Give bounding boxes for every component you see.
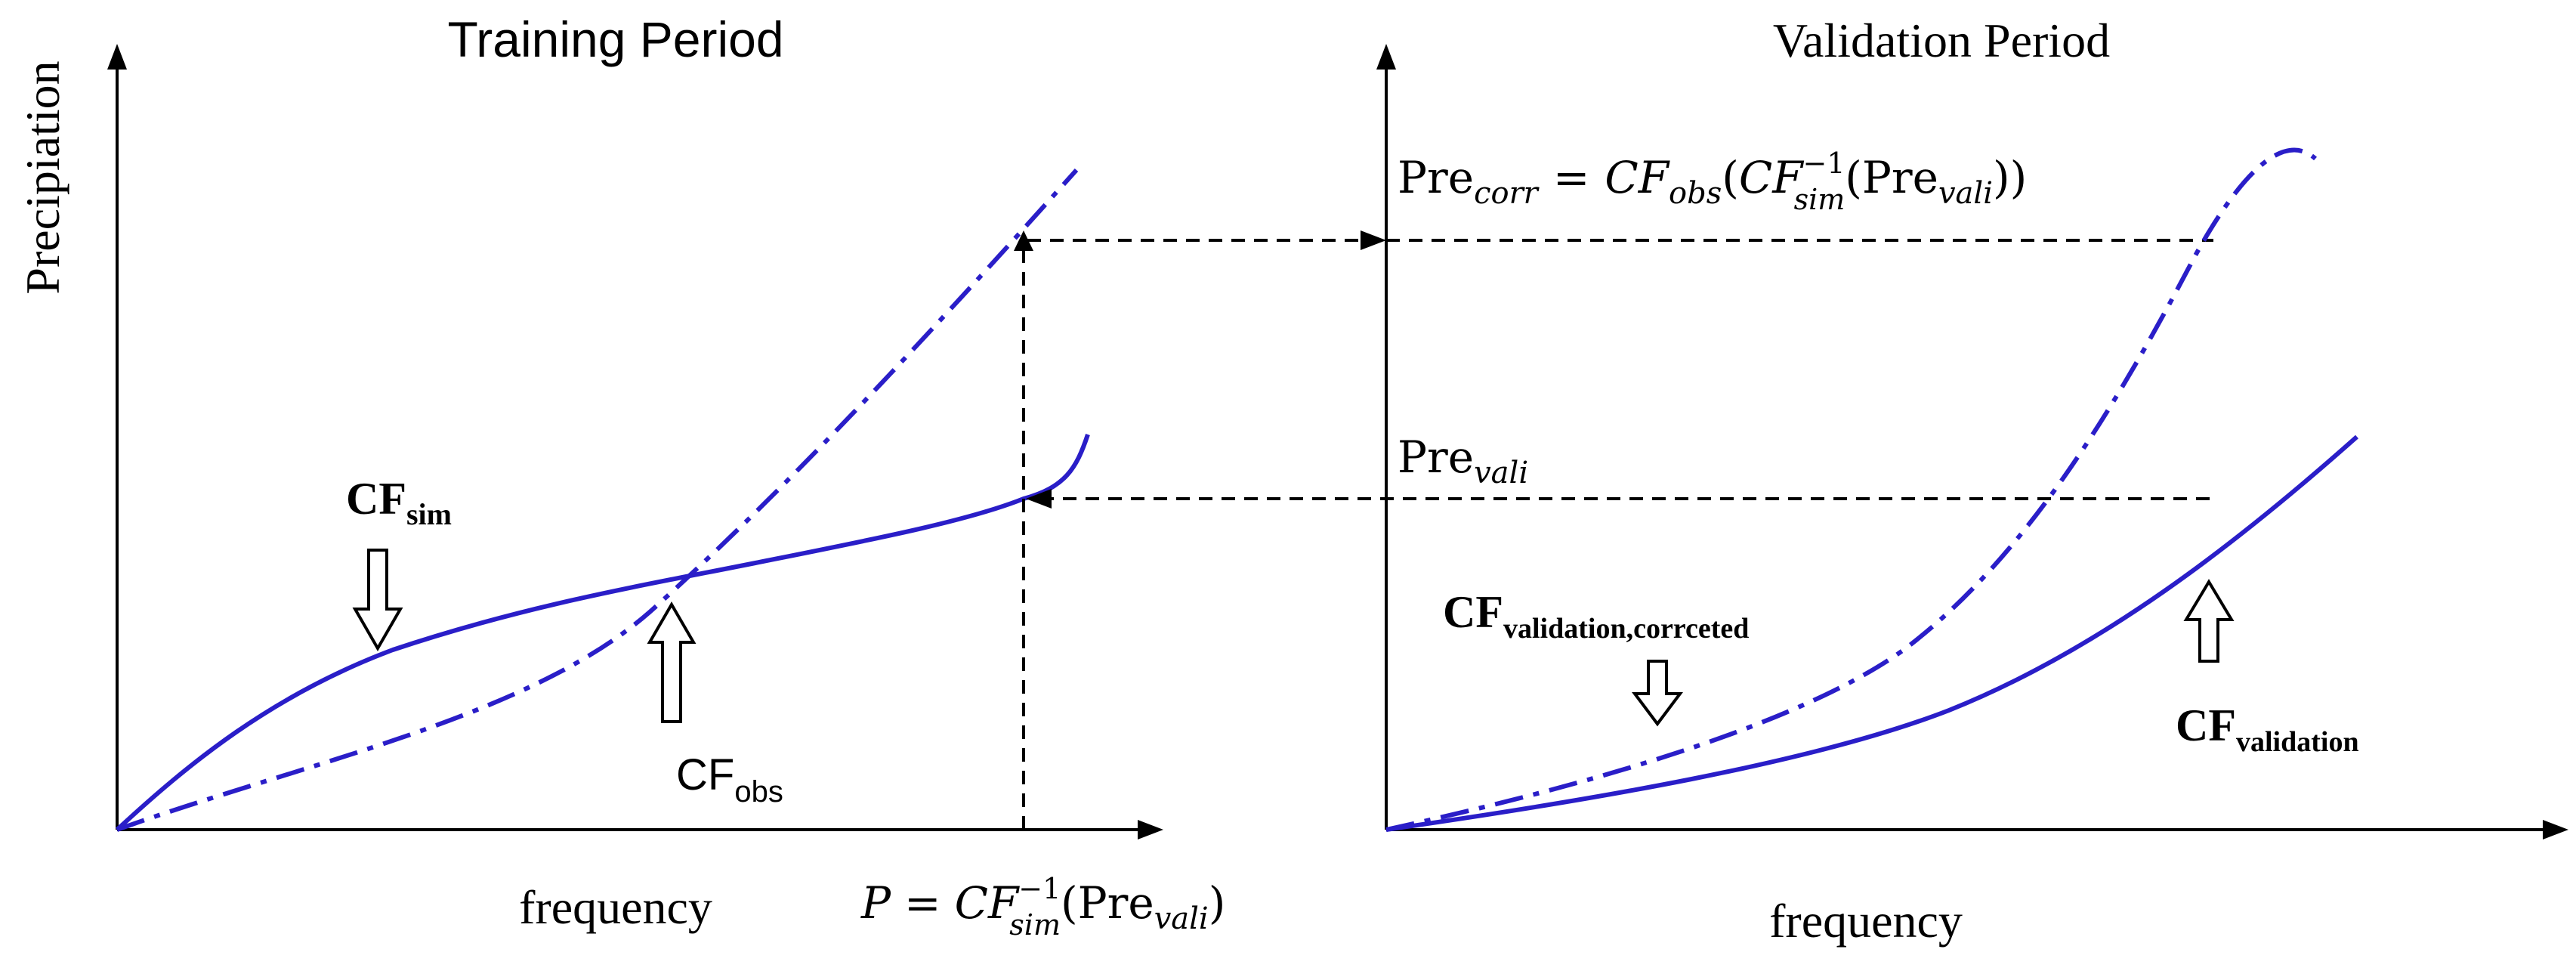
cf-sim-curve xyxy=(115,434,1090,832)
cf-validation-curve xyxy=(1385,434,2358,832)
formula-corrected: Precorr = CFobs(CF−1 sim(Prevali)) xyxy=(1398,147,2027,216)
validation-y-axis-arrowhead xyxy=(1376,44,1396,70)
cf-validation-corrected-pointer-arrow xyxy=(1632,660,1683,727)
pre-vali-label: Prevali xyxy=(1398,431,1528,490)
training-x-axis-arrowhead xyxy=(1138,820,1163,839)
training-title: Training Period xyxy=(447,11,783,67)
cf-validation-pointer-arrow xyxy=(2183,579,2235,663)
validation-x-axis-arrowhead xyxy=(2543,820,2568,839)
cf-validation-label: CFvalidation xyxy=(2176,700,2359,758)
training-y-axis-arrowhead xyxy=(107,44,127,70)
pre-vali-arrowhead xyxy=(1026,489,1052,509)
cf-obs-pointer-arrow xyxy=(647,601,697,723)
cf-sim-label: CFsim xyxy=(346,474,452,531)
cf-obs-label: CFobs xyxy=(676,750,783,809)
corrected-value-arrowhead xyxy=(1361,230,1386,250)
training-x-label: frequency xyxy=(519,880,712,934)
cf-sim-pointer-arrow xyxy=(352,549,403,652)
formula-p-inverse: P = CF−1 sim(Prevali) xyxy=(860,872,1225,942)
quantile-up-arrowhead xyxy=(1014,230,1033,251)
mapping-lines xyxy=(1026,230,2213,509)
validation-title: Validation Period xyxy=(1773,14,2110,67)
validation-panel: Validation Period frequency Precorr = CFob… xyxy=(1376,14,2568,948)
training-panel: Training Period Precipiation frequency C… xyxy=(16,11,1225,942)
cf-validation-corrected-label: CFvalidation,corrceted xyxy=(1443,587,1749,645)
cf-obs-curve xyxy=(116,168,1079,832)
training-y-label: Precipiation xyxy=(16,60,69,294)
validation-x-label: frequency xyxy=(1769,894,1963,948)
cf-validation-corrected-curve xyxy=(1385,147,2317,832)
